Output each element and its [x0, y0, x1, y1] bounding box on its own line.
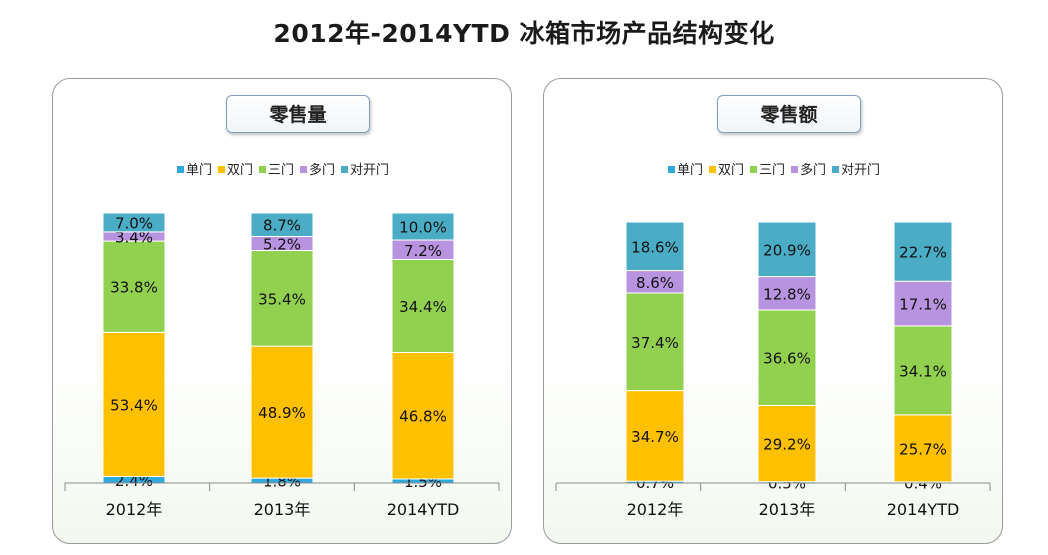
retail-value-chart: 0.7%34.7%37.4%8.6%18.6%2012年0.5%29.2%36.… — [555, 221, 991, 519]
panel-title: 零售额 — [717, 95, 861, 133]
legend-item-triple-door: 三门 — [749, 159, 785, 178]
data-label: 34.4% — [399, 298, 447, 316]
data-label: 34.1% — [899, 362, 947, 380]
bar-segment-double-door — [893, 414, 953, 483]
bar-segment-double-door — [250, 345, 314, 479]
legend-item-side-by-side: 对开门 — [832, 159, 880, 178]
data-label: 20.9% — [763, 241, 811, 259]
data-label: 22.7% — [899, 244, 947, 262]
data-label: 18.6% — [631, 238, 679, 256]
legend-swatch — [176, 166, 184, 173]
legend-swatch — [708, 166, 716, 173]
data-label: 10.0% — [399, 219, 447, 237]
legend-label: 三门 — [758, 163, 785, 178]
legend-swatch — [341, 166, 349, 173]
bar-segment-side-by-side — [102, 212, 166, 233]
bar-segment-double-door — [102, 331, 166, 478]
data-label: 37.4% — [631, 334, 679, 352]
chart-legend: 单门 双门 三门 多门 对开门 — [53, 159, 513, 178]
bar-segment-side-by-side — [893, 221, 953, 282]
page-title: 2012年-2014YTD 冰箱市场产品结构变化 — [273, 19, 775, 48]
data-label: 29.2% — [763, 436, 811, 454]
bar-segment-side-by-side — [757, 221, 817, 278]
bar-segment-side-by-side — [250, 212, 314, 237]
bar-segment-side-by-side — [625, 221, 685, 272]
legend-label: 三门 — [267, 163, 294, 178]
legend-item-triple-door: 三门 — [258, 159, 294, 178]
legend-item-double-door: 双门 — [217, 159, 253, 178]
legend-item-single-door: 单门 — [667, 159, 703, 178]
x-tick-label: 2012年 — [627, 500, 684, 519]
legend-swatch — [300, 166, 307, 173]
legend-label: 单门 — [185, 163, 212, 178]
bar-segment-double-door — [625, 390, 685, 482]
data-label: 5.2% — [263, 236, 301, 254]
legend-item-side-by-side: 对开门 — [341, 159, 389, 178]
bar-segment-triple-door — [102, 240, 166, 333]
legend-label: 单门 — [676, 163, 703, 178]
x-tick-label: 2013年 — [759, 500, 816, 519]
bar-segment-triple-door — [391, 258, 455, 353]
legend-label: 多门 — [800, 163, 827, 178]
x-tick-label: 2012年 — [106, 500, 163, 519]
data-label: 17.1% — [899, 296, 947, 314]
retail-volume-chart: 2.4%53.4%33.8%3.4%7.0%2012年1.8%48.9%35.4… — [64, 212, 500, 519]
x-tick-label: 2014YTD — [887, 500, 960, 519]
data-label: 36.6% — [763, 350, 811, 368]
bar-segment-double-door — [391, 351, 455, 480]
data-label: 12.8% — [763, 285, 811, 303]
data-label: 35.4% — [258, 290, 306, 308]
data-label: 34.7% — [631, 428, 679, 446]
data-label: 7.2% — [404, 242, 442, 260]
bar-segment-side-by-side — [391, 212, 455, 241]
legend-swatch — [258, 166, 266, 173]
x-tick-label: 2013年 — [254, 500, 311, 519]
legend-item-multi-door: 多门 — [300, 159, 335, 178]
legend-label: 对开门 — [350, 163, 390, 178]
legend-label: 双门 — [717, 163, 744, 178]
x-tick-label: 2014YTD — [387, 500, 460, 519]
retail-volume-panel: 零售量 单门 双门 三门 多门 对开门 2.4% 53.4% 33.8% 3.4% 7.0% 20… — [52, 78, 512, 544]
data-label: 8.7% — [263, 217, 301, 235]
data-label: 3.4% — [115, 228, 153, 246]
bar-segment-triple-door — [625, 292, 685, 392]
legend-swatch — [217, 166, 225, 173]
legend-label: 双门 — [226, 163, 253, 178]
data-label: 25.7% — [899, 440, 947, 458]
legend-label: 对开门 — [841, 163, 881, 178]
legend-item-multi-door: 多门 — [791, 159, 826, 178]
data-label: 8.6% — [636, 274, 674, 292]
bar-segment-multi-door — [757, 276, 817, 311]
data-label: 53.4% — [110, 396, 158, 414]
panel-title: 零售量 — [226, 95, 370, 133]
data-label: 33.8% — [110, 279, 158, 297]
data-label: 46.8% — [399, 408, 447, 426]
legend-item-single-door: 单门 — [176, 159, 212, 178]
data-label: 7.0% — [115, 214, 153, 232]
bar-segment-triple-door — [893, 325, 953, 416]
legend-swatch — [832, 166, 840, 173]
legend-swatch — [749, 166, 757, 173]
chart-legend: 单门 双门 三门 多门 对开门 — [544, 159, 1004, 178]
data-label: 48.9% — [258, 404, 306, 422]
legend-label: 多门 — [309, 163, 336, 178]
legend-swatch — [791, 166, 798, 173]
legend-swatch — [667, 166, 675, 173]
legend-item-double-door: 双门 — [708, 159, 744, 178]
